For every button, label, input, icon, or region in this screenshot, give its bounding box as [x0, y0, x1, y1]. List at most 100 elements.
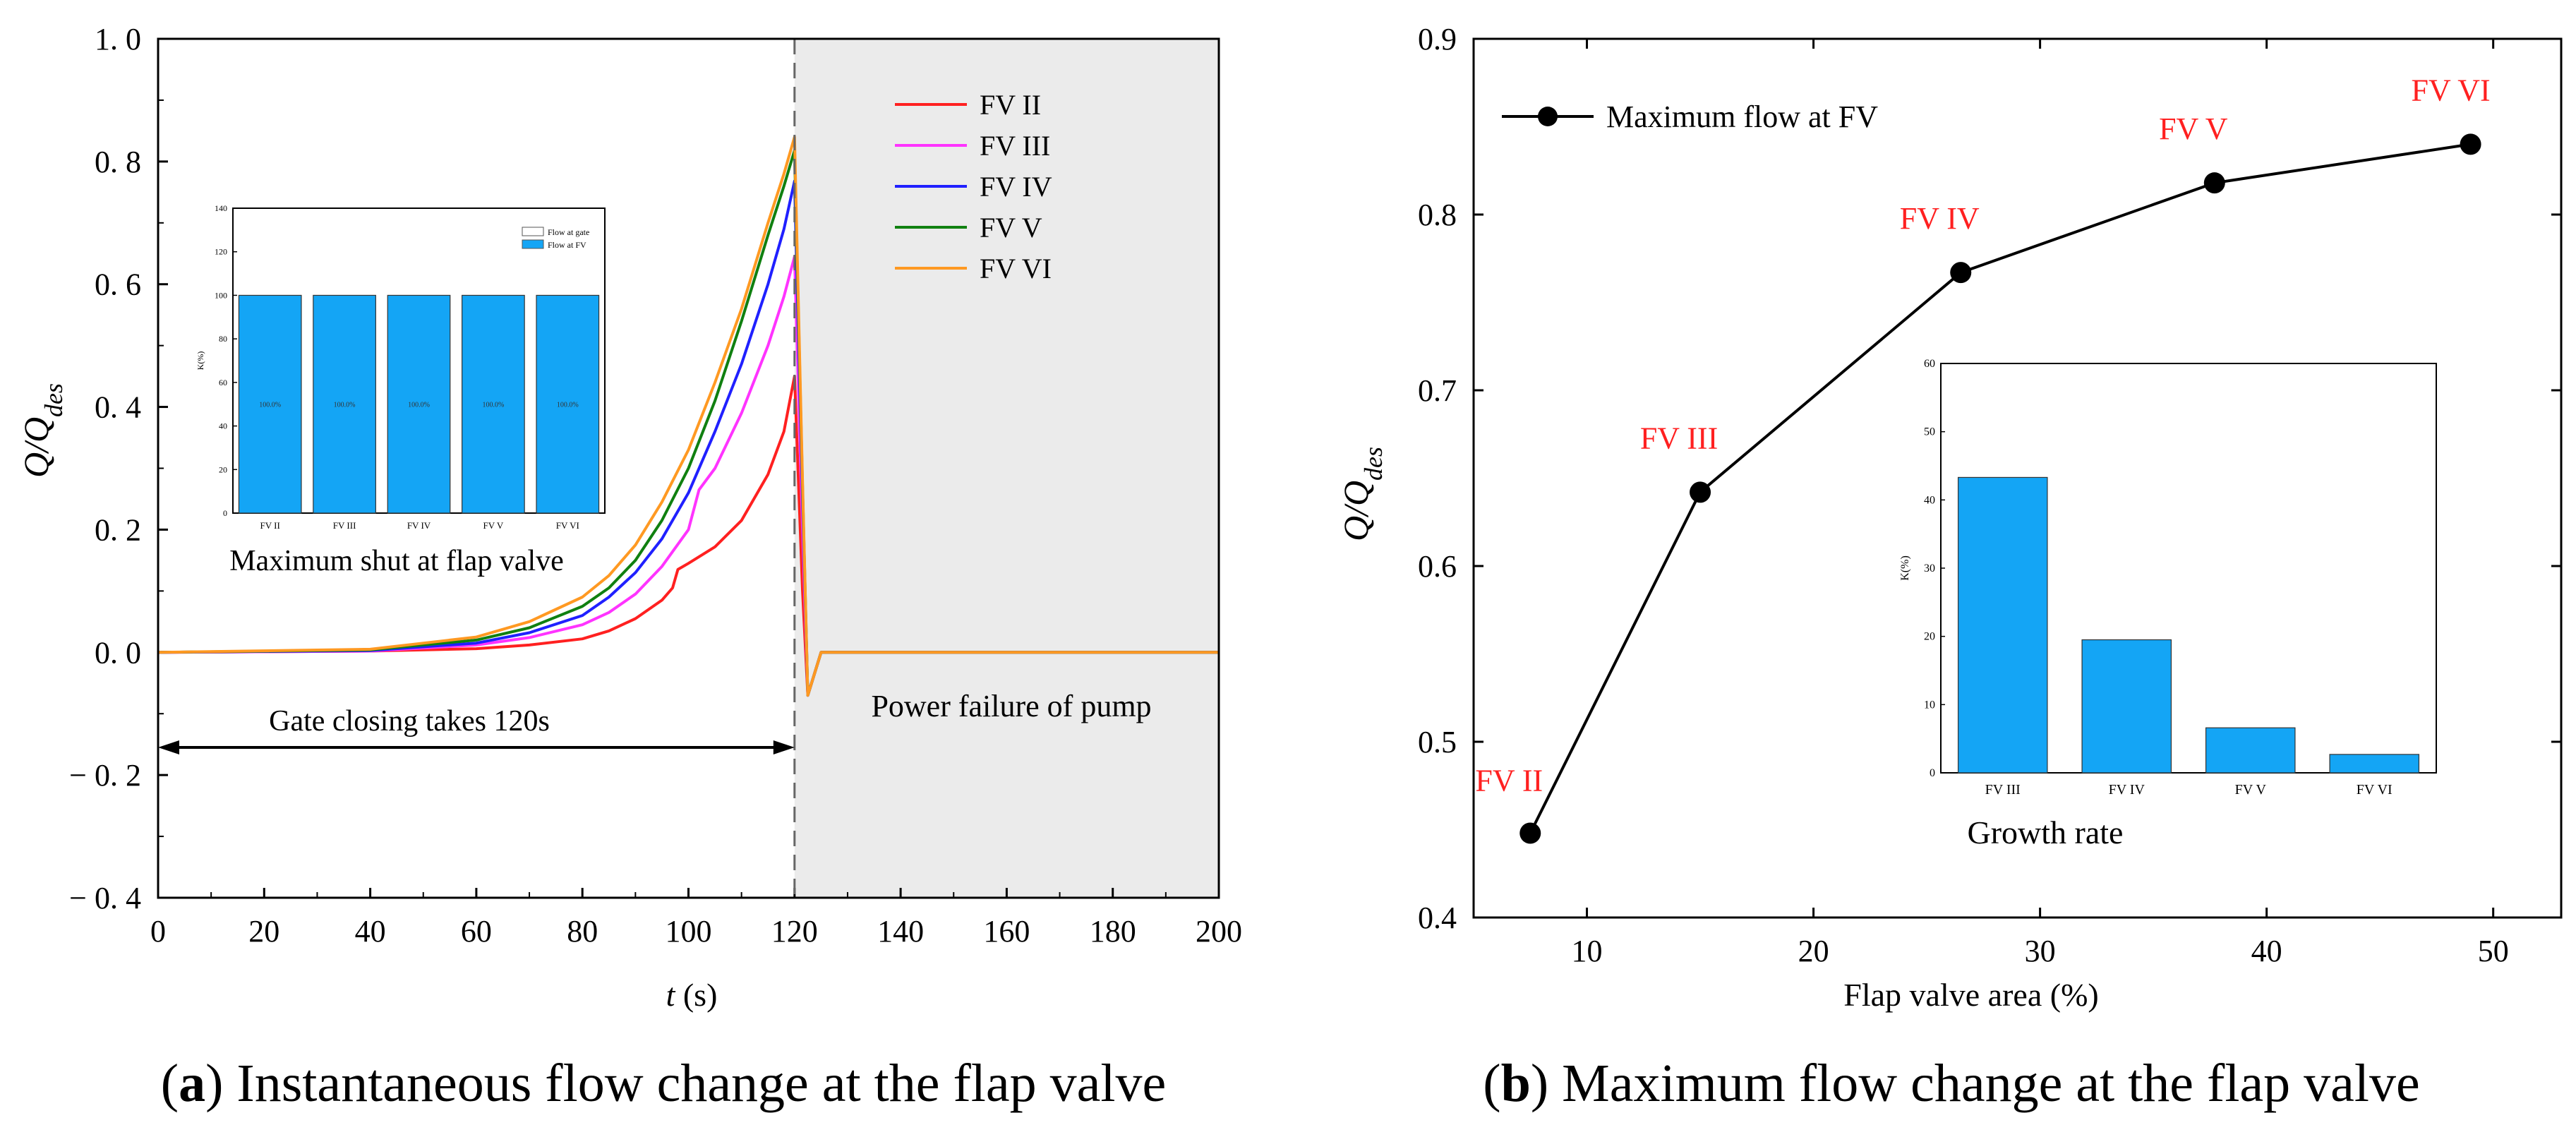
panel-a-series	[157, 136, 1219, 697]
panel-a-y-axis-label: Q/Qdes	[16, 383, 68, 478]
inset-a-bar-label: 100.0%	[482, 402, 504, 409]
max-flow-point-fv-iv	[1950, 262, 1972, 284]
inset-a-bar-label: 100.0%	[408, 402, 430, 409]
panel-b-x-tick-labels: 10 20 30 40 50	[1572, 934, 2509, 968]
panel-b-x-axis-label: Flap valve area (%)	[1843, 977, 2098, 1013]
b-x-tick-label-50: 50	[2478, 934, 2509, 968]
inset-b-y-tick-label: 0	[1930, 767, 1935, 779]
inset-a-legend-swatch-gate	[522, 227, 544, 236]
inset-a-category-label-fv-vi: FV VI	[556, 520, 579, 531]
inset-a-bar-label: 100.0%	[334, 402, 356, 409]
y-tick-label: − 0. 4	[69, 881, 141, 915]
inset-a-bar-fv-iv	[387, 294, 451, 514]
panel-a-plot-frame	[157, 37, 1220, 899]
inset-a-legend-label-fv: Flow at FV	[548, 240, 586, 250]
inset-a-y-tick-label: 120	[215, 247, 227, 257]
inset-b-category-label-fv-iv: FV IV	[2109, 782, 2145, 798]
x-tick-label-40: 40	[355, 914, 386, 949]
inset-a-y-tick-label: 20	[219, 464, 227, 474]
x-tick-label-20: 20	[248, 914, 279, 949]
panel-a-x-axis-label: t (s)	[666, 977, 718, 1013]
panel-b-y-axis-label: Q/Qdes	[1336, 447, 1388, 541]
inset-a-bar-fv-vi	[536, 294, 600, 514]
inset-a-y-tick-label: 140	[215, 203, 227, 213]
legend-label-fv-iii: FV III	[980, 130, 1050, 162]
inset-a-y-tick-label: 0	[223, 508, 227, 518]
power-failure-label: Power failure of pump	[871, 689, 1151, 723]
inset-a-y-tick-label: 60	[219, 378, 227, 387]
panel-a-x-tick-labels: 0 20 40 60 80 100 120 140 160 180 200	[150, 914, 1242, 949]
panel-b-inset-bar-chart: 0 10 20 30 40 50 60 K(%) FV III FV IV FV V FV VI	[1899, 358, 2437, 798]
x-tick-label-120: 120	[771, 914, 818, 949]
y-tick-label: 0. 6	[95, 267, 141, 302]
b-y-tick-label: 0.7	[1418, 373, 1457, 408]
x-tick-label-80: 80	[567, 914, 598, 949]
y-tick-label: 0. 2	[95, 512, 141, 547]
b-x-tick-label-20: 20	[1798, 934, 1829, 968]
panel-b-series: FV II FV III FV IV FV V FV VI	[1475, 73, 2491, 844]
b-y-tick-label: 0.4	[1418, 901, 1457, 935]
inset-a-y-tick-label: 100	[215, 290, 227, 300]
point-label-fv-iii: FV III	[1640, 421, 1718, 455]
inset-b-y-tick-label: 30	[1924, 563, 1935, 574]
inset-b-category-label-fv-iii: FV III	[1985, 782, 2021, 798]
inset-b-y-tick-label: 50	[1924, 426, 1935, 438]
x-tick-label-60: 60	[461, 914, 492, 949]
b-y-tick-label: 0.6	[1418, 549, 1457, 584]
inset-b-y-axis-label: K(%)	[1899, 555, 1911, 581]
inset-a-category-label-fv-v: FV V	[483, 520, 504, 531]
inset-a-bar-fv-ii	[238, 294, 302, 514]
x-tick-label-180: 180	[1090, 914, 1136, 949]
x-tick-label-140: 140	[877, 914, 924, 949]
panel-b-y-tick-labels: 0.4 0.5 0.6 0.7 0.8 0.9	[1418, 22, 1457, 935]
panel-a-y-tick-labels: − 0. 4 − 0. 2 0. 0 0. 2 0. 4 0. 6 0. 8 1. 0	[69, 22, 141, 915]
inset-a-bar-fv-v	[462, 294, 525, 514]
inset-a-bar-label: 100.0%	[557, 402, 579, 409]
inset-b-bar-fv-iv	[2081, 639, 2172, 774]
point-label-fv-v: FV V	[2159, 112, 2228, 146]
caption-a: (a) Instantaneous flow change at the fla…	[161, 1054, 1166, 1113]
y-tick-label: 1. 0	[95, 22, 141, 56]
point-label-fv-ii: FV II	[1475, 763, 1543, 798]
point-label-fv-vi: FV VI	[2412, 73, 2491, 107]
b-y-tick-label: 0.5	[1418, 725, 1457, 759]
panel-b-plot-frame	[1472, 37, 2563, 919]
inset-b-title: Growth rate	[1968, 814, 2124, 850]
inset-b-y-tick-label: 10	[1924, 699, 1935, 711]
inset-a-y-tick-label: 40	[219, 421, 227, 431]
caption-a-letter: a	[179, 1054, 205, 1113]
series-line-fv-ii	[157, 375, 1219, 697]
y-tick-label: 0. 0	[95, 635, 141, 670]
y-tick-label: 0. 4	[95, 390, 141, 425]
power-failure-shaded-region	[794, 39, 1219, 898]
inset-b-bar-fv-vi	[2329, 754, 2420, 774]
b-y-tick-label: 0.8	[1418, 198, 1457, 232]
series-line-fv-vi	[157, 136, 1219, 697]
x-tick-label-100: 100	[666, 914, 712, 949]
max-flow-point-fv-iii	[1690, 481, 1711, 503]
caption-b-text: Maximum flow change at the flap valve	[1562, 1054, 2420, 1113]
inset-a-caption: Maximum shut at flap valve	[229, 545, 564, 577]
panel-a-legend: FV II FV III FV IV FV V FV VI	[895, 89, 1052, 284]
panel-b-legend: Maximum flow at FV	[1502, 100, 1878, 134]
point-label-fv-iv: FV IV	[1900, 201, 1980, 236]
inset-a-category-label-fv-ii: FV II	[260, 520, 280, 531]
b-x-tick-label-40: 40	[2251, 934, 2282, 968]
gate-arrowhead-left	[158, 740, 179, 755]
panel-b-ticks	[1474, 37, 2561, 919]
inset-b-category-label-fv-vi: FV VI	[2357, 782, 2393, 798]
inset-a-bar-fv-iii	[313, 294, 376, 514]
inset-a-bar-label: 100.0%	[259, 402, 281, 409]
gate-arrowhead-right	[773, 740, 795, 755]
legend-b-label: Maximum flow at FV	[1606, 100, 1878, 134]
inset-b-bar-fv-iii	[1957, 476, 2048, 774]
x-tick-label-0: 0	[150, 914, 166, 949]
b-x-tick-label-10: 10	[1572, 934, 1603, 968]
x-tick-label-200: 200	[1196, 914, 1242, 949]
inset-b-category-label-fv-v: FV V	[2235, 782, 2267, 798]
legend-b-swatch-marker	[1538, 107, 1558, 126]
panel-a-inset-bar-chart: 0 20 40 60 80 100 120 140 K(%) 100.0% FV II 100.0% F…	[192, 201, 615, 557]
caption-b-letter: b	[1501, 1054, 1531, 1113]
x-tick-label-160: 160	[983, 914, 1030, 949]
